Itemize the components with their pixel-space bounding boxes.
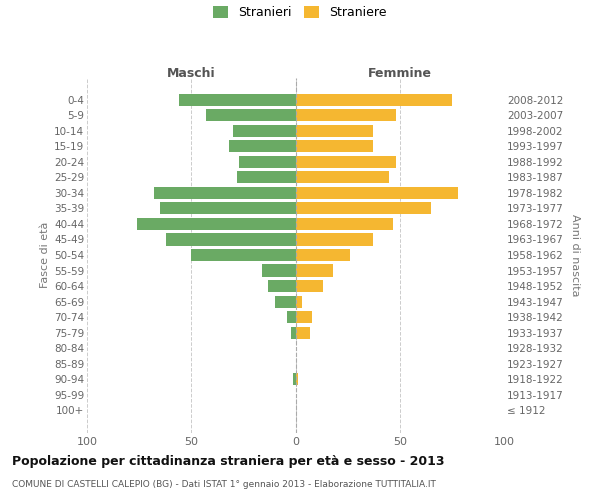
Bar: [179, 94, 296, 106]
Bar: [296, 140, 373, 152]
Bar: [296, 218, 394, 230]
Bar: [229, 140, 296, 152]
Bar: [239, 156, 296, 168]
Bar: [296, 280, 323, 292]
Bar: [166, 234, 296, 245]
Bar: [268, 280, 296, 292]
Bar: [296, 124, 373, 137]
Text: COMUNE DI CASTELLI CALEPIO (BG) - Dati ISTAT 1° gennaio 2013 - Elaborazione TUTT: COMUNE DI CASTELLI CALEPIO (BG) - Dati I…: [12, 480, 436, 489]
Bar: [275, 296, 296, 308]
Bar: [296, 156, 395, 168]
Bar: [296, 264, 333, 276]
Bar: [287, 311, 296, 323]
Bar: [191, 249, 296, 261]
Bar: [296, 296, 302, 308]
Bar: [296, 172, 389, 183]
Bar: [296, 202, 431, 214]
Bar: [206, 109, 296, 122]
Bar: [262, 264, 296, 276]
Bar: [296, 109, 395, 122]
Text: Femmine: Femmine: [368, 66, 432, 80]
Bar: [137, 218, 296, 230]
Bar: [154, 187, 296, 199]
Text: Maschi: Maschi: [167, 66, 215, 80]
Bar: [296, 326, 310, 338]
Bar: [296, 234, 373, 245]
Y-axis label: Fasce di età: Fasce di età: [40, 222, 50, 288]
Bar: [296, 311, 312, 323]
Bar: [292, 326, 296, 338]
Legend: Stranieri, Straniere: Stranieri, Straniere: [213, 6, 387, 20]
Text: Popolazione per cittadinanza straniera per età e sesso - 2013: Popolazione per cittadinanza straniera p…: [12, 455, 445, 468]
Bar: [237, 172, 296, 183]
Bar: [296, 373, 298, 386]
Bar: [296, 187, 458, 199]
Bar: [160, 202, 296, 214]
Y-axis label: Anni di nascita: Anni di nascita: [570, 214, 580, 296]
Bar: [296, 94, 452, 106]
Bar: [293, 373, 296, 386]
Bar: [233, 124, 296, 137]
Bar: [296, 249, 350, 261]
